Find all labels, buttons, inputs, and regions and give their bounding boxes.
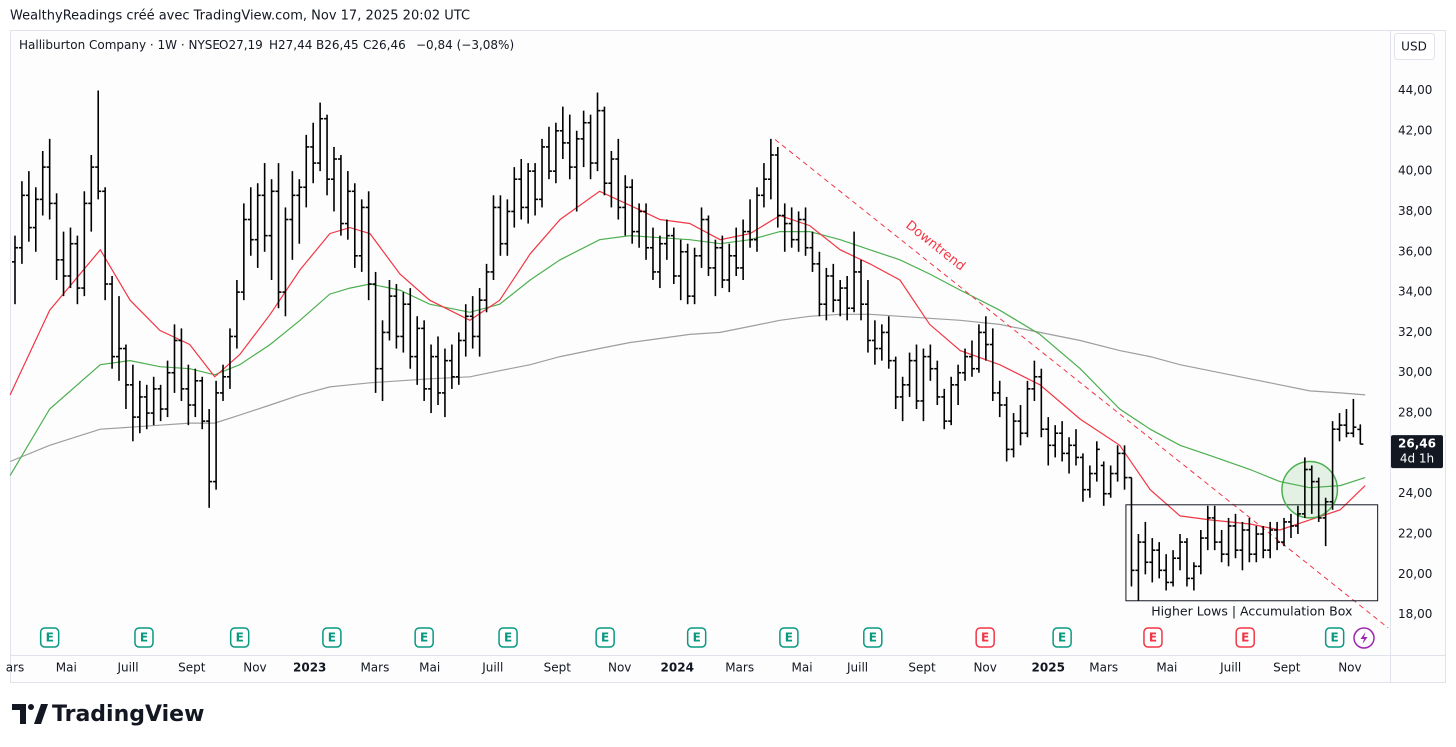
y-tick-label: 36,00 [1398, 244, 1432, 258]
moving-average [9, 313, 1366, 463]
earnings-marker[interactable] [322, 627, 342, 648]
earnings-marker[interactable] [686, 627, 707, 648]
legend: Halliburton Company · 1W · NYSE O27,19 H… [19, 38, 514, 52]
moving-average [9, 190, 1366, 531]
lightning-icon[interactable] [1353, 627, 1375, 649]
x-tick-label: Juill [1219, 661, 1241, 675]
x-tick-label: 2025 [1032, 661, 1065, 675]
x-tick-label: Sept [1273, 661, 1301, 675]
x-tick-label: Mai [792, 661, 813, 675]
earnings-label: E [785, 631, 793, 645]
x-tick-label: Sept [544, 661, 572, 675]
x-tick-label: Juill [116, 661, 138, 675]
legend-change: −0,84 (−3,08%) [416, 38, 514, 52]
earnings-label: E [693, 631, 701, 645]
logo-part [34, 704, 48, 724]
currency[interactable]: USD [1401, 40, 1427, 54]
earnings-marker[interactable] [39, 627, 60, 648]
highlight-circle [1281, 460, 1339, 519]
earnings-marker[interactable] [1052, 627, 1072, 648]
earnings-marker[interactable] [1324, 627, 1345, 648]
earnings-label: E [1058, 631, 1066, 645]
x-tick-label: Sept [908, 661, 936, 675]
y-tick-label: 24,00 [1398, 486, 1432, 500]
x-tick-label: Mai [1156, 661, 1177, 675]
box-label: Higher Lows | Accumulation Box [1151, 603, 1352, 618]
y-tick-label: 30,00 [1398, 365, 1432, 379]
tv-logo [12, 704, 48, 724]
x-tick-label: Nov [973, 661, 996, 675]
logo-part [28, 704, 34, 710]
last-price-box [1391, 435, 1443, 469]
x-tick-label: Juill [481, 661, 503, 675]
lightning-bolt [1360, 632, 1368, 644]
trendline [774, 139, 1389, 629]
earnings-label: E [1241, 631, 1249, 645]
earnings-marker[interactable] [1143, 627, 1163, 648]
earnings-marker[interactable] [414, 627, 434, 648]
logo-part [12, 704, 26, 724]
earnings-marker[interactable] [779, 627, 799, 648]
x-tick-label: Nov [1338, 661, 1361, 675]
legend-open: O27,19 [219, 38, 263, 52]
earnings-marker[interactable] [975, 627, 995, 648]
earnings-label: E [504, 631, 512, 645]
chart-frame [10, 30, 1446, 683]
footer-brand: TradingView [52, 702, 204, 727]
y-tick-label: 44,00 [1398, 83, 1432, 97]
x-tick-label: Juill [846, 661, 868, 675]
x-tick-label: 2024 [661, 661, 694, 675]
y-tick-label: 40,00 [1398, 164, 1432, 178]
y-tick-label: 38,00 [1398, 204, 1432, 218]
x-tick-label: Nov [243, 661, 266, 675]
earnings-marker[interactable] [229, 627, 250, 648]
y-tick-label: 22,00 [1398, 527, 1432, 541]
x-tick-label: Mars [725, 661, 754, 675]
x-tick-label: Sept [178, 661, 206, 675]
x-tick-label: Mars [360, 661, 389, 675]
y-tick-label: 20,00 [1398, 567, 1432, 581]
countdown: 4d 1h [1400, 452, 1434, 466]
accumulation-box [1125, 504, 1379, 602]
earnings-label: E [328, 631, 336, 645]
earnings-marker[interactable] [498, 627, 518, 648]
earnings-marker[interactable] [1235, 627, 1255, 648]
earnings-label: E [1331, 631, 1339, 645]
earnings-label: E [140, 631, 148, 645]
legend-name: Halliburton Company · 1W · NYSE [19, 38, 220, 52]
legend-low: B26,45 [316, 38, 359, 52]
currency-box[interactable] [1394, 33, 1435, 60]
y-tick-label: 34,00 [1398, 285, 1432, 299]
earnings-label: E [601, 631, 609, 645]
x-tick-label: Mars [1089, 661, 1118, 675]
y-tick-label: 42,00 [1398, 123, 1432, 137]
earnings-label: E [1149, 631, 1157, 645]
x-tick-label: Nov [608, 661, 631, 675]
x-tick-label: 2023 [293, 661, 326, 675]
earnings-marker[interactable] [863, 627, 883, 648]
x-tick-label: Mai [56, 661, 77, 675]
header: WealthyReadings créé avec TradingView.co… [10, 9, 470, 24]
earnings-label: E [46, 631, 54, 645]
earnings-label: E [981, 631, 989, 645]
y-tick-label: 28,00 [1398, 406, 1432, 420]
x-tick-label: ars [6, 661, 25, 675]
legend-high: H27,44 [269, 38, 312, 52]
earnings-label: E [236, 631, 244, 645]
moving-average [9, 231, 1366, 489]
legend-close: C26,46 [363, 38, 406, 52]
y-tick-label: 18,00 [1398, 607, 1432, 621]
y-tick-label: 32,00 [1398, 325, 1432, 339]
earnings-marker[interactable] [134, 627, 154, 648]
last-price: 26,46 [1398, 437, 1436, 451]
earnings-label: E [869, 631, 877, 645]
x-tick-label: Mai [419, 661, 440, 675]
earnings-label: E [420, 631, 428, 645]
earnings-marker[interactable] [595, 627, 615, 648]
